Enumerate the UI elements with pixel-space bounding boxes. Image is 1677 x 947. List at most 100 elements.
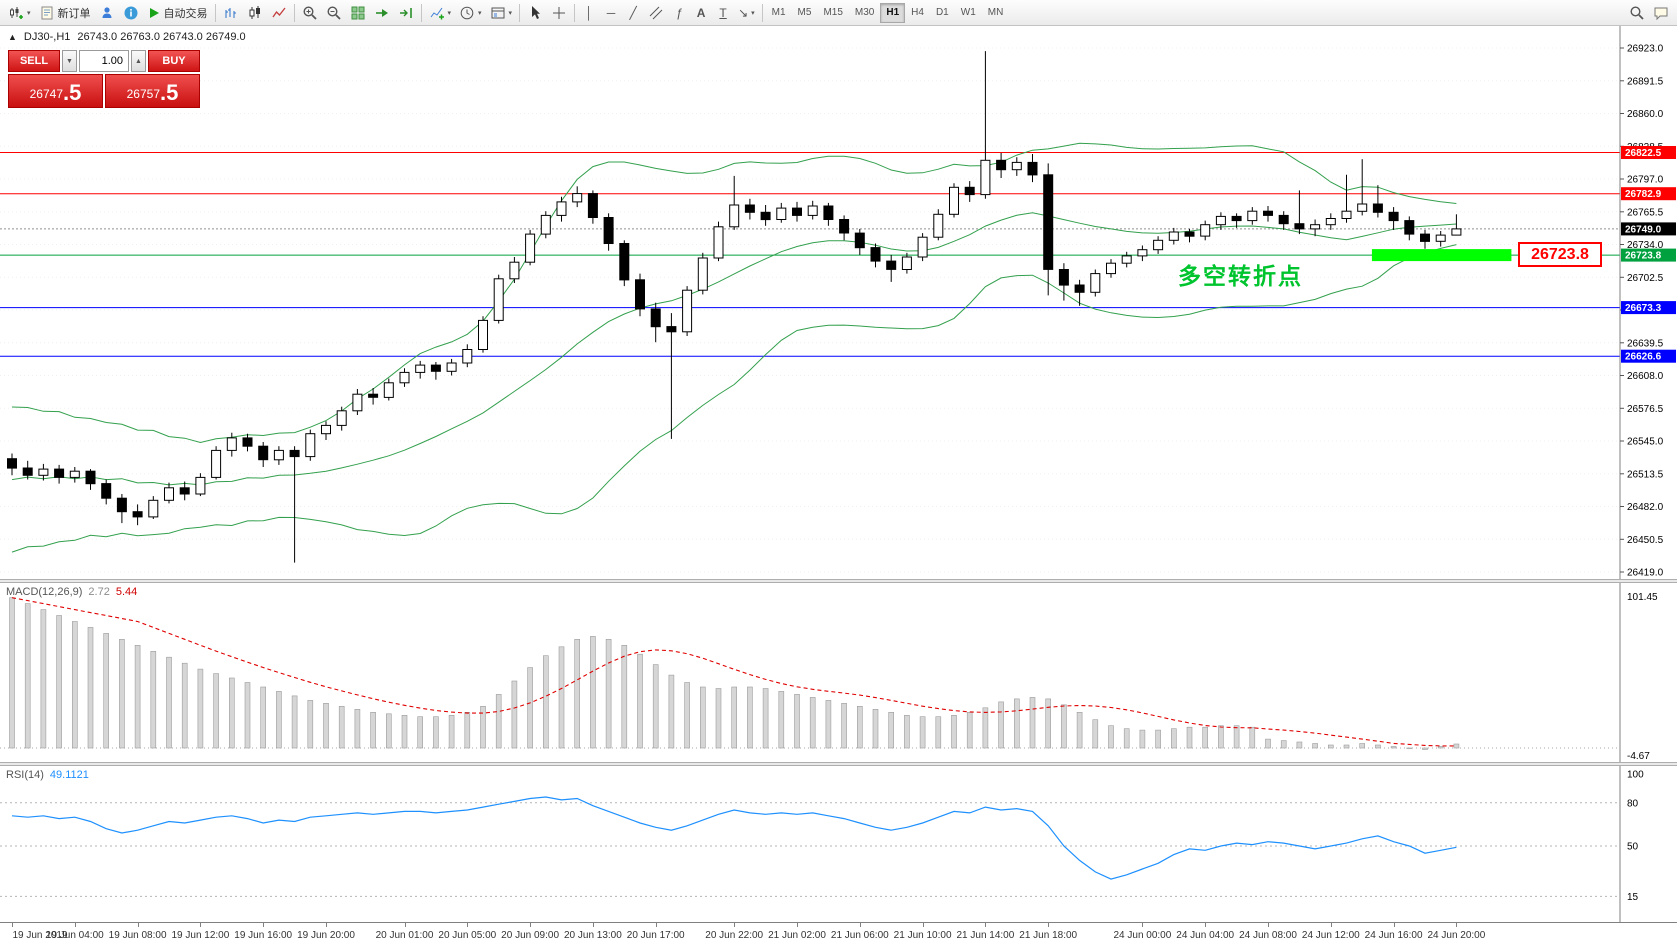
chat-button[interactable]	[1649, 2, 1673, 24]
time-tick	[655, 923, 657, 927]
toolbar-separator	[761, 3, 763, 22]
time-label: 19 Jun 08:00	[108, 930, 167, 941]
panel-divider[interactable]	[0, 579, 1677, 583]
sell-button[interactable]: SELL	[8, 50, 60, 72]
toolbar-separator	[293, 3, 295, 22]
text-tool-button[interactable]: A	[690, 2, 712, 24]
tab-m30[interactable]: M30	[854, 7, 875, 18]
crosshair-icon	[551, 5, 567, 21]
autotrade-button[interactable]: 自动交易	[143, 2, 212, 24]
indicators-button[interactable]: ▾	[425, 2, 456, 24]
candlestick-chart-button[interactable]	[243, 2, 267, 24]
channel-icon	[648, 5, 664, 21]
tab-m1[interactable]: M1	[771, 7, 786, 18]
macd-panel[interactable]: 101.45 -4.67 MACD(12,26,9) 2.72 5.44	[0, 583, 1677, 762]
svg-text:100: 100	[1627, 770, 1644, 781]
info-button[interactable]	[119, 2, 143, 24]
time-label: 24 Jun 16:00	[1364, 930, 1423, 941]
fibonacci-tool-button[interactable]: ƒ	[668, 2, 690, 24]
vertical-line-tool-button[interactable]: │	[578, 2, 600, 24]
label-tool-button[interactable]: T	[712, 2, 734, 24]
time-tick	[985, 923, 987, 927]
sell-price[interactable]: 26747 .5	[8, 74, 103, 108]
toolbar-separator	[519, 3, 521, 22]
autotrade-label: 自动交易	[163, 7, 208, 20]
chat-icon	[1653, 5, 1669, 21]
spin-down-icon: ▼	[66, 57, 73, 65]
tab-h1[interactable]: H1	[880, 2, 906, 23]
tab-m15[interactable]: M15	[823, 7, 843, 18]
toolbar-separator	[420, 3, 422, 22]
search-icon	[1629, 5, 1645, 21]
time-tick	[1393, 923, 1395, 927]
rsi-label: RSI(14) 49.1121	[6, 769, 89, 781]
time-label: 19 Jun 12:00	[171, 930, 230, 941]
templates-icon	[490, 5, 506, 21]
profile-icon	[99, 5, 115, 21]
time-tick	[859, 923, 861, 927]
buy-button[interactable]: BUY	[148, 50, 200, 72]
tab-d1[interactable]: D1	[935, 7, 949, 18]
time-tick	[1048, 923, 1050, 927]
rsi-panel[interactable]: 100 80 50 15 RSI(14) 49.1121	[0, 766, 1677, 922]
chevron-down-icon: ▾	[447, 9, 452, 17]
collapse-trade-panel-arrow[interactable]: ▲	[8, 32, 17, 42]
trendline-tool-button[interactable]: ╱	[622, 2, 644, 24]
macd-name: MACD(12,26,9)	[6, 586, 83, 598]
chart-shift-button[interactable]	[394, 2, 418, 24]
price-chart[interactable]: 26923.026891.526860.026828.526797.026765…	[0, 26, 1677, 579]
arrows-tool-button[interactable]: ↘ ▾	[734, 2, 759, 24]
horizontal-line-tool-button[interactable]: ─	[600, 2, 622, 24]
new-order-button[interactable]: 新订单	[35, 2, 95, 24]
new-chart-icon	[8, 5, 24, 21]
svg-text:50: 50	[1627, 842, 1639, 853]
svg-text:26639.5: 26639.5	[1627, 338, 1664, 349]
svg-text:26822.5: 26822.5	[1625, 148, 1662, 159]
fibonacci-icon: ƒ	[675, 5, 683, 20]
svg-text:80: 80	[1627, 798, 1639, 809]
tab-h4[interactable]: H4	[911, 7, 924, 18]
tab-w1[interactable]: W1	[960, 7, 976, 18]
time-label: 21 Jun 10:00	[893, 930, 952, 941]
chart-symbol: DJ30-,H1	[23, 31, 71, 43]
time-tick	[1142, 923, 1144, 927]
panel-divider[interactable]	[0, 762, 1677, 766]
time-label: 21 Jun 02:00	[768, 930, 826, 941]
profile-button[interactable]	[95, 2, 119, 24]
time-axis[interactable]: 19 Jun 2019 19 Jun 04:00 19 Jun 08:00 19 Ju…	[0, 922, 1677, 947]
toolbar-separator	[214, 3, 216, 22]
crosshair-button[interactable]	[547, 2, 571, 24]
svg-text:26576.5: 26576.5	[1627, 404, 1664, 415]
zoom-out-button[interactable]	[322, 2, 346, 24]
time-tick	[1330, 923, 1332, 927]
tab-m5[interactable]: M5	[797, 7, 812, 18]
time-label: 20 Jun 13:00	[563, 930, 622, 941]
volume-input[interactable]	[79, 50, 129, 72]
info-icon	[123, 5, 139, 21]
zoom-in-button[interactable]	[298, 2, 322, 24]
autotrade-play-icon	[147, 6, 161, 20]
chevron-down-icon: ▾	[27, 9, 31, 17]
buy-price[interactable]: 26757 .5	[105, 74, 200, 108]
tab-mn[interactable]: MN	[987, 7, 1004, 18]
chevron-down-icon: ▾	[478, 9, 482, 17]
periods-button[interactable]: ▾	[455, 2, 486, 24]
line-chart-button[interactable]	[267, 2, 291, 24]
macd-chart[interactable]: 101.45 -4.67	[0, 583, 1677, 762]
rsi-chart[interactable]: 100 80 50 15	[0, 766, 1677, 922]
tile-windows-button[interactable]	[346, 2, 370, 24]
svg-text:26702.5: 26702.5	[1627, 273, 1664, 284]
auto-scroll-button[interactable]	[370, 2, 394, 24]
volume-up-button[interactable]: ▲	[131, 50, 146, 72]
main-chart-panel[interactable]: 26923.026891.526860.026828.526797.026765…	[0, 26, 1677, 579]
search-button[interactable]	[1625, 2, 1649, 24]
time-tick	[1205, 923, 1207, 927]
time-tick	[1268, 923, 1269, 927]
new-chart-button[interactable]: ▾	[4, 2, 35, 24]
channel-tool-button[interactable]	[644, 2, 668, 24]
templates-button[interactable]: ▾	[486, 2, 517, 24]
bar-chart-button[interactable]	[219, 2, 243, 24]
cursor-button[interactable]	[523, 2, 547, 24]
volume-down-button[interactable]: ▼	[62, 50, 77, 72]
chart-ohlc-values: 26743.0 26763.0 26743.0 26749.0	[77, 31, 246, 43]
